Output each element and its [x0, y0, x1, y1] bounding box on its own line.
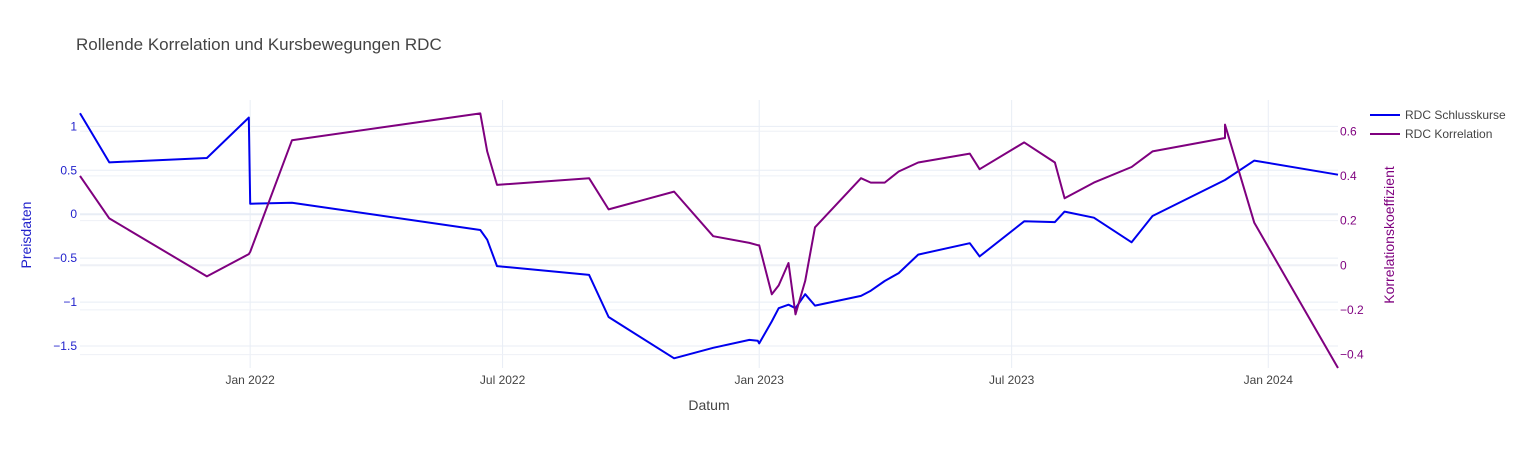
x-tick-label: Jan 2022	[225, 373, 275, 387]
y-tick-label: −0.5	[53, 251, 77, 265]
y2-tick-label: 0.6	[1340, 124, 1357, 138]
axis-layer: Jan 2022 Jul 2022 Jan 2023 Jul 2023 Jan 2024…	[53, 119, 1364, 387]
legend-item-label: RDC Schlusskurse	[1405, 108, 1506, 122]
y-tick-label: −1	[63, 295, 77, 309]
series-line-korrelation	[79, 112, 1339, 369]
series-layer	[79, 112, 1339, 369]
x-tick-label: Jan 2023	[735, 373, 785, 387]
x-axis-label: Datum	[688, 397, 729, 413]
y2-tick-label: −0.2	[1340, 303, 1364, 317]
y2-tick-label: 0.2	[1340, 214, 1357, 228]
x-tick-label: Jul 2023	[989, 373, 1035, 387]
y-tick-label: −1.5	[53, 339, 77, 353]
y-axis-label: Preisdaten	[18, 202, 34, 269]
y2-axis-label: Korrelationskoeffizient	[1381, 166, 1397, 304]
chart-title: Rollende Korrelation und Kursbewegungen …	[76, 35, 442, 54]
x-tick-label: Jul 2022	[480, 373, 526, 387]
y-tick-label: 0.5	[60, 163, 77, 177]
series-line-schlusskurse	[79, 112, 1339, 360]
y2-tick-label: −0.4	[1340, 348, 1364, 362]
y2-tick-label: 0.4	[1340, 169, 1357, 183]
legend[interactable]: RDC Schlusskurse RDC Korrelation	[1370, 108, 1506, 141]
y-tick-label: 0	[70, 207, 77, 221]
x-tick-label: Jan 2024	[1244, 373, 1294, 387]
legend-item-label: RDC Korrelation	[1405, 127, 1492, 141]
grid-layer	[80, 100, 1338, 368]
y2-tick-label: 0	[1340, 258, 1347, 272]
y-tick-label: 1	[70, 119, 77, 133]
